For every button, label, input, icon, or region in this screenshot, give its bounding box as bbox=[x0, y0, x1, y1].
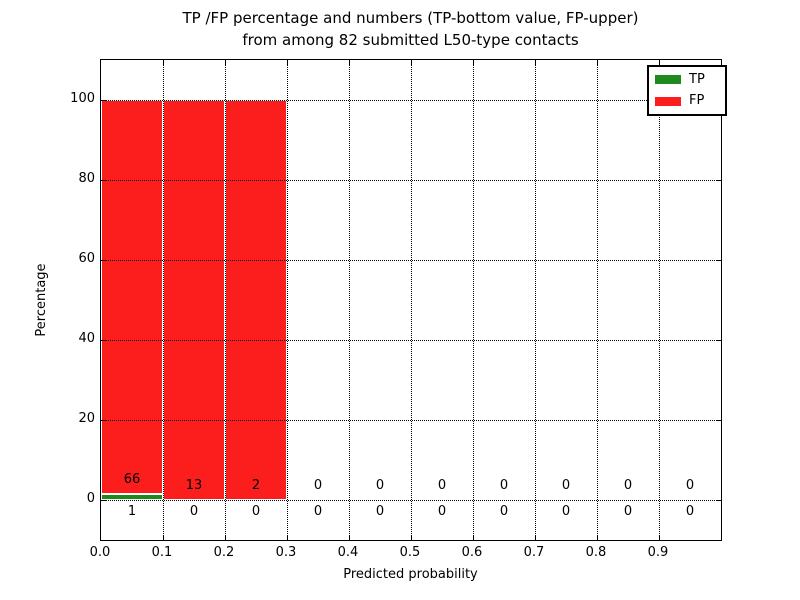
x-gridline bbox=[411, 60, 412, 540]
x-axis-tick-top bbox=[349, 60, 350, 65]
legend-item-fp: FP bbox=[655, 94, 719, 108]
y-tick-label: 80 bbox=[78, 171, 95, 186]
x-axis-tick bbox=[163, 535, 164, 540]
x-gridline bbox=[287, 60, 288, 540]
x-axis-tick-top bbox=[163, 60, 164, 65]
chart-title: TP /FP percentage and numbers (TP-bottom… bbox=[100, 7, 721, 51]
y-tick-label: 40 bbox=[78, 331, 95, 346]
y-axis-tick bbox=[101, 100, 106, 101]
fp-count-label: 0 bbox=[375, 478, 385, 493]
y-axis-tick-right bbox=[716, 340, 721, 341]
y-axis-tick bbox=[101, 260, 106, 261]
x-axis-tick bbox=[597, 535, 598, 540]
x-tick-label: 0.8 bbox=[585, 545, 607, 560]
y-tick-label: 60 bbox=[78, 251, 95, 266]
tp-count-label: 0 bbox=[623, 504, 633, 519]
x-gridline bbox=[659, 60, 660, 540]
y-axis-tick-right bbox=[716, 180, 721, 181]
tp-count-label: 0 bbox=[251, 504, 261, 519]
tp-count-label: 0 bbox=[437, 504, 447, 519]
x-gridline bbox=[535, 60, 536, 540]
y-axis-tick-right bbox=[716, 260, 721, 261]
y-axis-title: Percentage bbox=[34, 263, 49, 337]
x-axis-tick bbox=[473, 535, 474, 540]
x-axis-tick-top bbox=[597, 60, 598, 65]
fp-count-label: 2 bbox=[251, 478, 261, 493]
x-tick-label: 0.0 bbox=[89, 545, 111, 560]
fp-count-label: 0 bbox=[313, 478, 323, 493]
x-axis-tick bbox=[411, 535, 412, 540]
x-gridline bbox=[349, 60, 350, 540]
fp-count-label: 0 bbox=[623, 478, 633, 493]
x-tick-label: 0.5 bbox=[399, 545, 421, 560]
bar-fp-segment bbox=[163, 100, 225, 500]
x-tick-label: 0.4 bbox=[337, 545, 359, 560]
y-axis-tick-right bbox=[716, 500, 721, 501]
y-axis-tick bbox=[101, 500, 106, 501]
tp-legend-label: TP bbox=[689, 71, 705, 87]
bar-tp-segment bbox=[101, 494, 163, 500]
x-axis-tick bbox=[535, 535, 536, 540]
x-axis-tick bbox=[287, 535, 288, 540]
legend-item-tp: TP bbox=[655, 71, 719, 87]
y-axis-tick bbox=[101, 180, 106, 181]
x-tick-label: 0.2 bbox=[213, 545, 235, 560]
x-axis-tick-top bbox=[287, 60, 288, 65]
plot-area: TP FP 66 1 13 0 2 0 0 0 0 0 0 0 0 0 0 0 0 0 0 0 bbox=[100, 59, 727, 541]
fp-legend-label: FP bbox=[689, 93, 705, 109]
tp-count-label: 0 bbox=[189, 504, 199, 519]
tp-count-label: 0 bbox=[685, 504, 695, 519]
tp-count-label: 1 bbox=[127, 504, 137, 519]
x-tick-label: 0.7 bbox=[523, 545, 545, 560]
tp-count-label: 0 bbox=[313, 504, 323, 519]
y-axis-tick bbox=[101, 340, 106, 341]
legend: TP FP bbox=[647, 65, 727, 116]
x-axis-tick-top bbox=[473, 60, 474, 65]
x-axis-tick bbox=[349, 535, 350, 540]
x-gridline bbox=[225, 60, 226, 540]
tp-count-label: 0 bbox=[561, 504, 571, 519]
tp-legend-swatch bbox=[655, 75, 681, 85]
fp-count-label: 0 bbox=[499, 478, 509, 493]
x-axis-tick-top bbox=[225, 60, 226, 65]
fp-count-label: 0 bbox=[437, 478, 447, 493]
x-axis-tick bbox=[225, 535, 226, 540]
x-tick-label: 0.6 bbox=[461, 545, 483, 560]
x-gridline bbox=[473, 60, 474, 540]
y-axis-tick bbox=[101, 420, 106, 421]
tp-count-label: 0 bbox=[499, 504, 509, 519]
bar-fp-segment bbox=[225, 100, 287, 500]
x-axis-tick-top bbox=[411, 60, 412, 65]
fp-count-label: 0 bbox=[685, 478, 695, 493]
y-tick-label: 100 bbox=[70, 91, 95, 106]
x-tick-label: 0.1 bbox=[151, 545, 173, 560]
bar-fp-segment bbox=[101, 100, 163, 494]
chart-title-line2: from among 82 submitted L50-type contact… bbox=[242, 31, 579, 49]
x-gridline bbox=[163, 60, 164, 540]
y-axis-tick-right bbox=[716, 420, 721, 421]
chart-title-line1: TP /FP percentage and numbers (TP-bottom… bbox=[182, 9, 639, 27]
fp-count-label: 66 bbox=[123, 472, 141, 487]
fp-count-label: 0 bbox=[561, 478, 571, 493]
fp-count-label: 13 bbox=[185, 478, 203, 493]
x-gridline bbox=[597, 60, 598, 540]
x-axis-tick-top bbox=[659, 60, 660, 65]
x-tick-label: 0.3 bbox=[275, 545, 297, 560]
y-tick-label: 0 bbox=[86, 491, 95, 506]
x-tick-label: 0.9 bbox=[647, 545, 669, 560]
x-axis-title: Predicted probability bbox=[343, 567, 478, 582]
tp-count-label: 0 bbox=[375, 504, 385, 519]
x-axis-tick bbox=[659, 535, 660, 540]
x-axis-tick-top bbox=[535, 60, 536, 65]
fp-legend-swatch bbox=[655, 96, 681, 106]
y-tick-label: 20 bbox=[78, 411, 95, 426]
